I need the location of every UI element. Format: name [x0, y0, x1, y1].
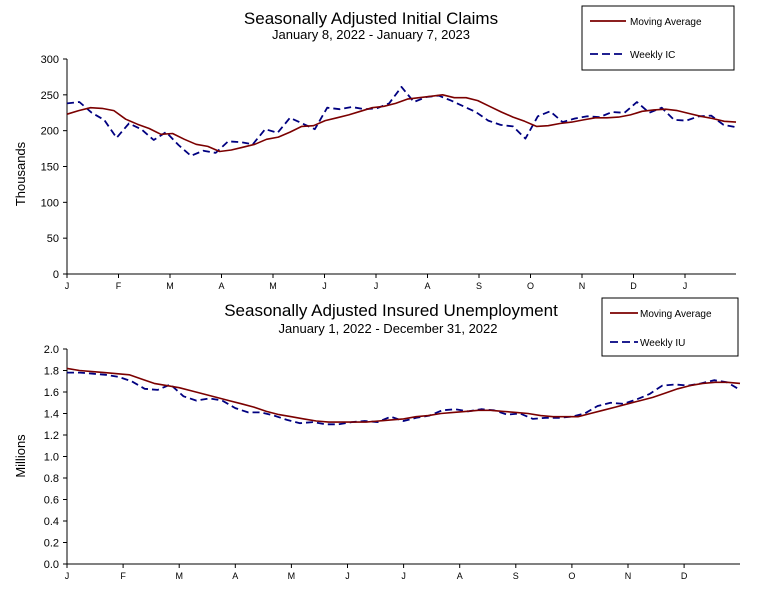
initial-claims-chart: Seasonally Adjusted Initial Claims Janua…	[13, 5, 737, 291]
chart-title: Seasonally Adjusted Insured Unemployment	[224, 301, 558, 320]
chart-subtitle: January 1, 2022 - December 31, 2022	[279, 321, 498, 336]
y-tick-label: 150	[41, 162, 59, 174]
y-tick-label: 0	[53, 269, 59, 281]
series-line-weekly-iu	[67, 371, 741, 426]
y-tick-label: 1.6	[44, 387, 59, 399]
y-tick-label: 2.0	[44, 344, 59, 356]
series-line-weekly-ic	[66, 86, 737, 157]
legend-label-weekly-ic: Weekly IC	[630, 50, 675, 61]
legend-box	[601, 297, 739, 357]
series-line-moving-average	[66, 367, 741, 423]
x-tick-label: O	[568, 571, 575, 581]
legend-label-moving-average: Moving Average	[630, 17, 702, 28]
x-tick-label: D	[630, 281, 637, 291]
y-tick-label: 1.0	[44, 452, 59, 464]
y-axis-label: Thousands	[13, 141, 28, 206]
x-tick-label: A	[457, 571, 463, 581]
x-tick-label: S	[513, 571, 519, 581]
x-tick-label: N	[579, 281, 586, 291]
legend-label-weekly-iu: Weekly IU	[640, 338, 685, 349]
chart-subtitle: January 8, 2022 - January 7, 2023	[272, 27, 470, 42]
y-tick-label: 200	[41, 126, 59, 138]
y-tick-label: 1.4	[44, 409, 59, 421]
insured-unemployment-chart: Seasonally Adjusted Insured Unemployment…	[13, 297, 741, 581]
y-tick-label: 100	[41, 197, 59, 209]
x-tick-label: J	[683, 281, 688, 291]
y-tick-label: 0.8	[44, 473, 59, 485]
y-axis-label: Millions	[13, 434, 28, 478]
y-tick-label: 0.4	[44, 516, 59, 528]
x-tick-label: S	[476, 281, 482, 291]
y-tick-label: 1.8	[44, 366, 59, 378]
y-tick-label: 250	[41, 90, 59, 102]
x-tick-label: F	[116, 281, 122, 291]
x-tick-label: D	[681, 571, 688, 581]
legend-label-moving-average: Moving Average	[640, 309, 712, 320]
legend: Moving Average Weekly IC	[581, 5, 735, 71]
y-tick-label: 0.0	[44, 559, 59, 571]
y-tick-label: 0.2	[44, 538, 59, 550]
x-tick-label: M	[175, 571, 183, 581]
x-tick-label: N	[625, 571, 632, 581]
x-tick-label: J	[322, 281, 327, 291]
x-tick-label: M	[269, 281, 277, 291]
x-tick-label: A	[232, 571, 238, 581]
series-line-moving-average	[66, 94, 737, 153]
x-tick-label: J	[401, 571, 406, 581]
legend: Moving Average Weekly IU	[601, 297, 739, 357]
legend-box	[581, 5, 735, 71]
y-tick-label: 0.6	[44, 495, 59, 507]
y-tick-label: 1.2	[44, 430, 59, 442]
x-tick-label: J	[65, 281, 70, 291]
x-tick-label: A	[218, 281, 224, 291]
x-tick-label: M	[288, 571, 296, 581]
x-tick-label: A	[424, 281, 430, 291]
chart-title: Seasonally Adjusted Initial Claims	[244, 9, 498, 28]
x-tick-label: F	[120, 571, 126, 581]
x-tick-label: J	[345, 571, 350, 581]
y-tick-label: 50	[47, 233, 59, 245]
x-tick-label: O	[527, 281, 534, 291]
x-tick-label: J	[65, 571, 70, 581]
y-tick-label: 300	[41, 54, 59, 66]
x-tick-label: M	[166, 281, 174, 291]
x-tick-label: J	[374, 281, 379, 291]
